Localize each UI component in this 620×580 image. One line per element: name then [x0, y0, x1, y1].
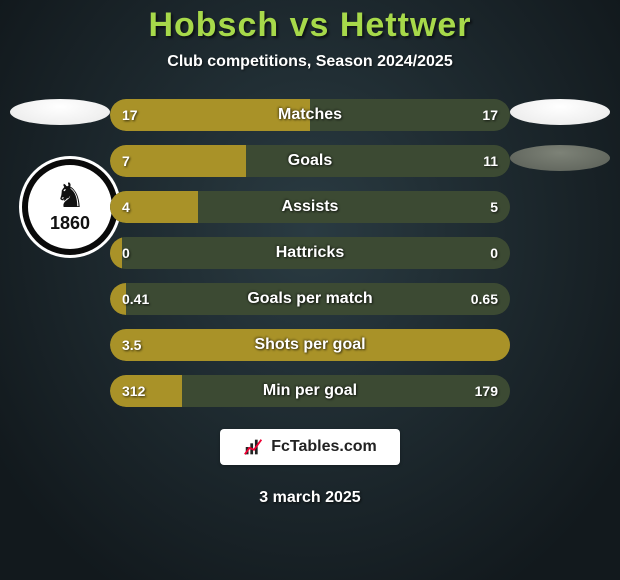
bar-fill-left: [110, 191, 198, 223]
player-badge-right-bottom: [510, 145, 610, 171]
stat-row: 1717Matches: [110, 99, 510, 131]
bar-fill-right: [310, 99, 510, 131]
stat-row: 45Assists: [110, 191, 510, 223]
lion-icon: ♞: [55, 179, 85, 213]
bar-fill-right: [122, 237, 510, 269]
stat-bars: 1717Matches 711Goals 45Assists 00Hattricks 0…: [110, 99, 510, 407]
bar-fill-right: [198, 191, 510, 223]
brand-text: FcTables.com: [271, 438, 377, 456]
footer-date: 3 march 2025: [259, 489, 360, 507]
bar-fill-right: [182, 375, 510, 407]
bar-fill-left: [110, 145, 246, 177]
bar-fill-left: [110, 237, 122, 269]
bar-fill-left: [110, 99, 310, 131]
bar-fill-left: [110, 375, 182, 407]
bar-fill-right: [246, 145, 510, 177]
club-logo: ♞ 1860: [22, 159, 118, 255]
bar-fill-left: [110, 283, 126, 315]
content-root: Hobsch vs Hettwer Club competitions, Sea…: [0, 0, 620, 580]
stat-row: 0.410.65Goals per match: [110, 283, 510, 315]
page-title: Hobsch vs Hettwer: [148, 6, 471, 45]
stat-row: 3.5Shots per goal: [110, 329, 510, 361]
player-badge-right-top: [510, 99, 610, 125]
page-subtitle: Club competitions, Season 2024/2025: [167, 53, 452, 71]
club-year: 1860: [50, 213, 90, 234]
player-badge-left-top: [10, 99, 110, 125]
stat-row: 711Goals: [110, 145, 510, 177]
brand-logo[interactable]: FcTables.com: [220, 429, 400, 465]
chart-icon: [243, 436, 265, 458]
stat-row: 312179Min per goal: [110, 375, 510, 407]
bar-fill-left: [110, 329, 510, 361]
chart-area: ♞ 1860 1717Matches 711Goals 45Assists 00Hat…: [0, 99, 620, 407]
bar-fill-right: [126, 283, 510, 315]
stat-row: 00Hattricks: [110, 237, 510, 269]
